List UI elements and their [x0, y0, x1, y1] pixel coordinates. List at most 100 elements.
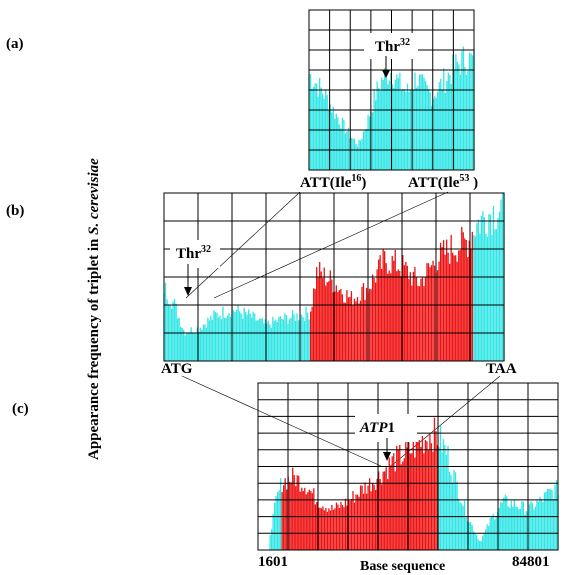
chart-bar [365, 128, 368, 170]
chart-bar [483, 217, 486, 361]
chart-bar [506, 496, 508, 550]
chart-bar [447, 252, 449, 361]
chart-bar [545, 491, 547, 550]
chart-bar [334, 291, 336, 361]
chart-bar [303, 320, 306, 361]
chart-bar [388, 270, 390, 361]
chart-bar [430, 443, 433, 550]
chart-bar [411, 285, 413, 361]
chart-bar [442, 439, 445, 550]
chart-bar [183, 329, 185, 361]
chart-bar [320, 508, 323, 550]
chart-bar [408, 441, 410, 550]
chart-bar [534, 506, 537, 550]
chart-bar [536, 500, 538, 550]
chart-bar [309, 74, 312, 170]
chart-bar [276, 322, 279, 361]
chart-bar [397, 269, 399, 361]
chart-bar [314, 504, 316, 550]
chart-bar [241, 318, 244, 361]
chart-bar [340, 501, 342, 550]
chart-bar [418, 440, 421, 550]
chart-bar [476, 223, 478, 361]
chart-bar [445, 454, 448, 550]
chart-bar [358, 496, 360, 550]
chart-bar [340, 128, 342, 170]
chart-bar [287, 323, 289, 361]
chart-bar [420, 446, 422, 550]
chart-bar [390, 465, 392, 550]
panel-b-thr-arrow-icon [184, 287, 192, 296]
chart-bar [198, 332, 200, 361]
chart-bar [283, 485, 285, 550]
chart-bar [455, 54, 457, 170]
chart-bar [454, 472, 457, 550]
chart-bar [302, 491, 304, 550]
chart-bar [498, 211, 501, 361]
chart-bar [491, 234, 493, 361]
chart-bar [320, 87, 322, 170]
chart-bar [459, 74, 462, 170]
chart-bar [388, 457, 390, 550]
chart-bar [485, 233, 487, 361]
chart-bar [465, 240, 467, 361]
chart-bar [166, 299, 168, 361]
chart-bar [441, 452, 443, 550]
chart-bar [431, 105, 433, 170]
chart-bar [341, 117, 343, 170]
chart-bar [331, 279, 333, 361]
chart-bar [516, 506, 518, 550]
chart-bar [337, 117, 339, 170]
chart-bar [245, 311, 247, 361]
chart-bar [300, 314, 303, 361]
chart-bar [423, 286, 425, 361]
chart-bar [512, 506, 514, 550]
chart-bar [555, 480, 558, 550]
chart-bar [405, 91, 407, 170]
panel-c-atp1-arrow-icon [383, 452, 391, 461]
chart-bar [187, 333, 189, 361]
chart-bar [472, 531, 475, 550]
chart-bar [353, 298, 356, 361]
chart-bar [444, 254, 446, 361]
chart-bar [251, 317, 253, 361]
chart-bar [273, 502, 276, 550]
chart-bar [477, 539, 479, 550]
chart-bar [278, 490, 280, 550]
chart-bar [359, 300, 362, 361]
panel-b-grid [164, 193, 504, 361]
chart-bar [305, 494, 307, 550]
chart-bar [322, 277, 324, 361]
panel-b-chart [163, 192, 505, 362]
panel-label-c: (c) [12, 401, 29, 417]
chart-bar [405, 441, 407, 550]
chart-bar [311, 306, 313, 361]
chart-bar [495, 229, 498, 361]
chart-bar [365, 287, 368, 361]
chart-bar [356, 146, 359, 170]
chart-bar [414, 72, 416, 170]
chart-bar [229, 316, 232, 361]
chart-bar [341, 294, 344, 361]
chart-bar [480, 541, 482, 550]
panel-b-thr-label: Thr32 [176, 244, 211, 262]
chart-bar [173, 299, 176, 361]
panel-label-a: (a) [6, 36, 24, 52]
chart-bar [332, 106, 334, 170]
chart-bar [543, 492, 546, 550]
chart-bar [449, 74, 451, 170]
chart-bar [358, 140, 360, 170]
chart-bar [525, 511, 528, 550]
panel-c-grid [258, 383, 558, 550]
chart-bar [432, 451, 434, 550]
chart-bar [540, 499, 543, 550]
chart-bar [311, 493, 313, 550]
chart-bar [352, 491, 354, 550]
chart-bar [446, 81, 448, 170]
chart-bar [353, 138, 356, 170]
chart-bar [384, 471, 386, 550]
chart-bar [436, 445, 439, 550]
chart-bar [315, 83, 318, 170]
chart-bar [371, 274, 374, 361]
chart-bar [438, 261, 440, 361]
